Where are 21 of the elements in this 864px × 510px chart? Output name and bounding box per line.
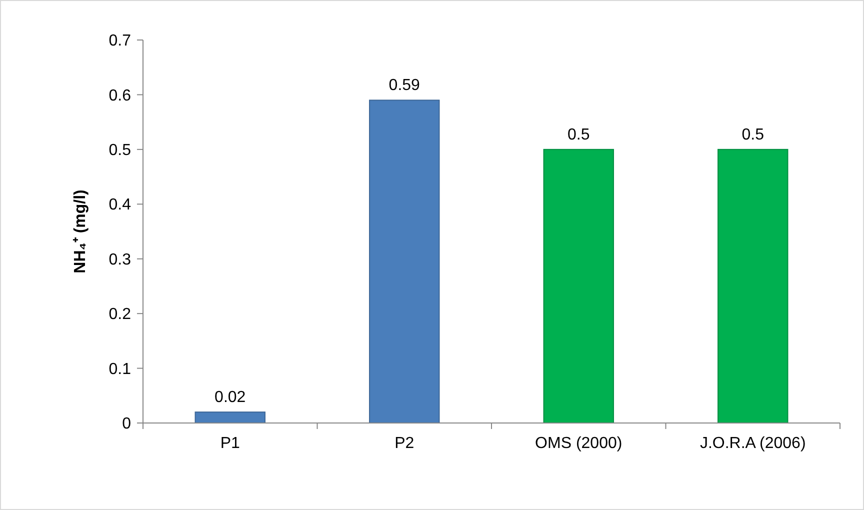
bar: [718, 148, 788, 424]
y-tick-label: 0.5: [108, 142, 132, 160]
x-tick-label: P1: [220, 435, 240, 452]
bar: [543, 148, 614, 424]
x-tick-label: P2: [394, 435, 414, 452]
bar: [369, 100, 440, 424]
y-tick-label: 0.1: [108, 360, 132, 378]
data-label: 0.02: [214, 389, 246, 406]
bar: [194, 412, 266, 424]
y-tick-label: 0.7: [108, 32, 132, 50]
y-tick-label: 0.4: [108, 196, 132, 214]
x-tick-label: OMS (2000): [535, 435, 622, 452]
y-axis-title: NH₄⁺ (mg/l): [72, 190, 89, 274]
y-tick-label: 0: [122, 416, 132, 433]
y-tick-label: 0.6: [108, 87, 132, 104]
y-tick-label: 0.3: [108, 251, 132, 268]
y-tick-label: 0.2: [108, 306, 132, 324]
data-label: 0.5: [742, 126, 764, 144]
x-tick-label: J.O.R.A (2006): [700, 435, 806, 452]
data-label: 0.59: [388, 77, 420, 94]
data-label: 0.5: [568, 126, 590, 144]
